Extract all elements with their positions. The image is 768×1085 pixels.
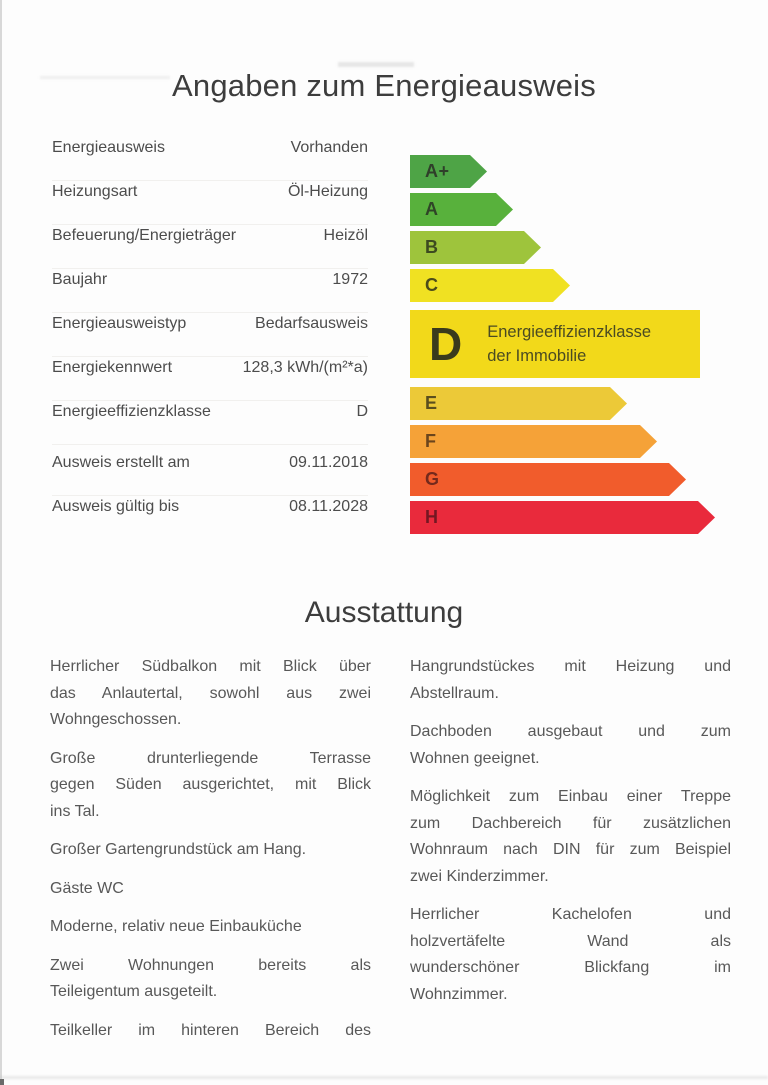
text-line: wunderschöner Blickfang im (410, 959, 731, 976)
scan-bottom-smear (0, 1076, 768, 1079)
detail-label: Befeuerung/Energieträger (52, 227, 237, 244)
paragraph: Moderne, relativ neue Einbauküche (50, 914, 371, 941)
detail-value: Öl-Heizung (287, 183, 368, 200)
table-row: Energiekennwert 128,3 kWh/(m²*a) (52, 357, 368, 401)
energy-efficiency-scale-chart: A+ A B C D Energieeffizienzklasse der Im… (410, 155, 720, 539)
energy-class-label: F (425, 431, 437, 451)
paragraph: Zwei Wohnungen bereits als Teileigentum … (50, 953, 371, 1006)
detail-value: Heizöl (323, 227, 368, 244)
energy-class-arrow-a: A (410, 193, 513, 226)
detail-label: Energieeffizienzklasse (52, 403, 211, 420)
detail-label: Energieausweis (52, 139, 165, 156)
energy-class-arrow-h: H (410, 501, 715, 534)
energy-class-arrow-g: G (410, 463, 686, 496)
table-row: Energieeffizienzklasse D (52, 401, 368, 445)
detail-label: Baujahr (52, 271, 108, 288)
text-line: Teilkeller im hinteren Bereich des (50, 1021, 371, 1039)
energy-selected-class-letter: D (429, 318, 463, 370)
text-line: Zwei Wohnungen bereits als (50, 956, 371, 974)
scan-smudge (40, 76, 170, 79)
annotation-line: der Immobilie (487, 347, 587, 365)
energy-class-arrow-b: B (410, 231, 541, 264)
energy-class-label: G (425, 469, 440, 489)
table-row: Ausweis erstellt am 09.11.2018 (52, 452, 368, 496)
detail-value: 08.11.2028 (289, 498, 368, 515)
detail-value: 128,3 kWh/(m²*a) (242, 359, 368, 376)
energy-class-label: E (425, 393, 438, 413)
paragraph: Hangrundstückes mit Heizung und Abstellr… (410, 654, 731, 707)
annotation-line: Energieeffizienzklasse (487, 323, 652, 341)
text-line: Herrlicher Kachelofen und (410, 906, 731, 923)
text-line: Gäste WC (50, 879, 124, 897)
detail-label: Ausweis gültig bis (52, 498, 180, 515)
energy-details-table: Energieausweis Vorhanden Heizungsart Öl-… (52, 137, 368, 540)
energy-class-selected-block-d: D Energieeffizienzklasse der Immobilie (410, 310, 700, 378)
energy-class-label: B (425, 237, 439, 257)
energy-class-label: C (425, 275, 439, 295)
page-title: Angaben zum Energieausweis (172, 68, 596, 103)
table-row: Baujahr 1972 (52, 269, 368, 313)
table-row: Energieausweistyp Bedarfsausweis (52, 313, 368, 357)
text-line: zum Dachbereich für zusätzlichen (410, 814, 731, 832)
paragraph: Dachboden ausgebaut und zum Wohnen geeig… (410, 719, 731, 772)
text-line: Moderne, relativ neue Einbauküche (50, 918, 302, 935)
text-line: das Anlautertal, sowohl aus zwei (50, 684, 371, 702)
detail-label: Heizungsart (52, 183, 138, 200)
text-line: Teileigentum ausgeteilt. (50, 983, 218, 1000)
text-line: Dachboden ausgebaut und zum (410, 723, 731, 740)
paragraph: Große drunterliegende Terrasse gegen Süd… (50, 746, 371, 826)
text-line: Möglichkeit zum Einbau einer Treppe (410, 788, 731, 805)
energy-class-label: A+ (425, 161, 450, 181)
table-row: Energieausweis Vorhanden (52, 137, 368, 181)
scan-edge-line (0, 0, 2, 1085)
ausstattung-left-column: Herrlicher Südbalkon mit Blick über das … (50, 654, 371, 1056)
energy-class-arrow-c: C (410, 269, 570, 302)
paragraph: Teilkeller im hinteren Bereich des (50, 1018, 371, 1045)
text-line: Wohnen geeignet. (410, 749, 540, 767)
detail-value: Vorhanden (290, 139, 368, 156)
scan-smudge (338, 62, 414, 67)
text-line: Abstellraum. (410, 684, 499, 702)
text-line: Wohnraum nach DIN für zum Beispiel (410, 841, 731, 858)
text-line: holzvertäfelte Wand als (410, 932, 731, 950)
paragraph: Herrlicher Südbalkon mit Blick über das … (50, 654, 371, 734)
detail-value: 09.11.2018 (289, 454, 368, 471)
text-line: Herrlicher Südbalkon mit Blick über (50, 658, 371, 675)
table-row: Befeuerung/Energieträger Heizöl (52, 225, 368, 269)
detail-label: Energieausweistyp (52, 315, 187, 332)
table-row: Heizungsart Öl-Heizung (52, 181, 368, 225)
text-line: Hangrundstückes mit Heizung und (410, 658, 731, 675)
energy-class-label: A (425, 199, 439, 219)
scan-corner-speck (0, 1079, 4, 1085)
text-line: Wohngeschossen. (50, 711, 182, 728)
energy-class-label: H (425, 507, 439, 527)
paragraph: Gäste WC (50, 876, 371, 903)
table-row: Ausweis gültig bis 08.11.2028 (52, 496, 368, 540)
energy-selected-annotation: Energieeffizienzklasse der Immobilie (487, 320, 651, 368)
ausstattung-heading: Ausstattung (304, 596, 464, 629)
detail-label: Energiekennwert (52, 359, 173, 376)
text-line: gegen Süden ausgerichtet, mit Blick (50, 776, 371, 793)
text-line: Wohnzimmer. (410, 985, 508, 1003)
detail-label: Ausweis erstellt am (52, 454, 190, 471)
detail-value: 1972 (332, 271, 368, 288)
energy-class-arrow-e: E (410, 387, 627, 420)
paragraph: Herrlicher Kachelofen und holzvertäfelte… (410, 902, 731, 1008)
detail-value: D (356, 403, 368, 420)
energy-class-arrow-a-plus: A+ (410, 155, 487, 188)
detail-value: Bedarfsausweis (255, 315, 368, 332)
text-line: zwei Kinderzimmer. (410, 867, 549, 885)
ausstattung-right-column: Hangrundstückes mit Heizung und Abstellr… (410, 654, 731, 1020)
text-line: Große drunterliegende Terrasse (50, 749, 371, 767)
paragraph: Möglichkeit zum Einbau einer Treppe zum … (410, 784, 731, 890)
text-line: Großer Gartengrundstück am Hang. (50, 841, 307, 858)
text-line: ins Tal. (50, 802, 100, 820)
energy-class-arrow-f: F (410, 425, 657, 458)
paragraph: Großer Gartengrundstück am Hang. (50, 837, 371, 864)
